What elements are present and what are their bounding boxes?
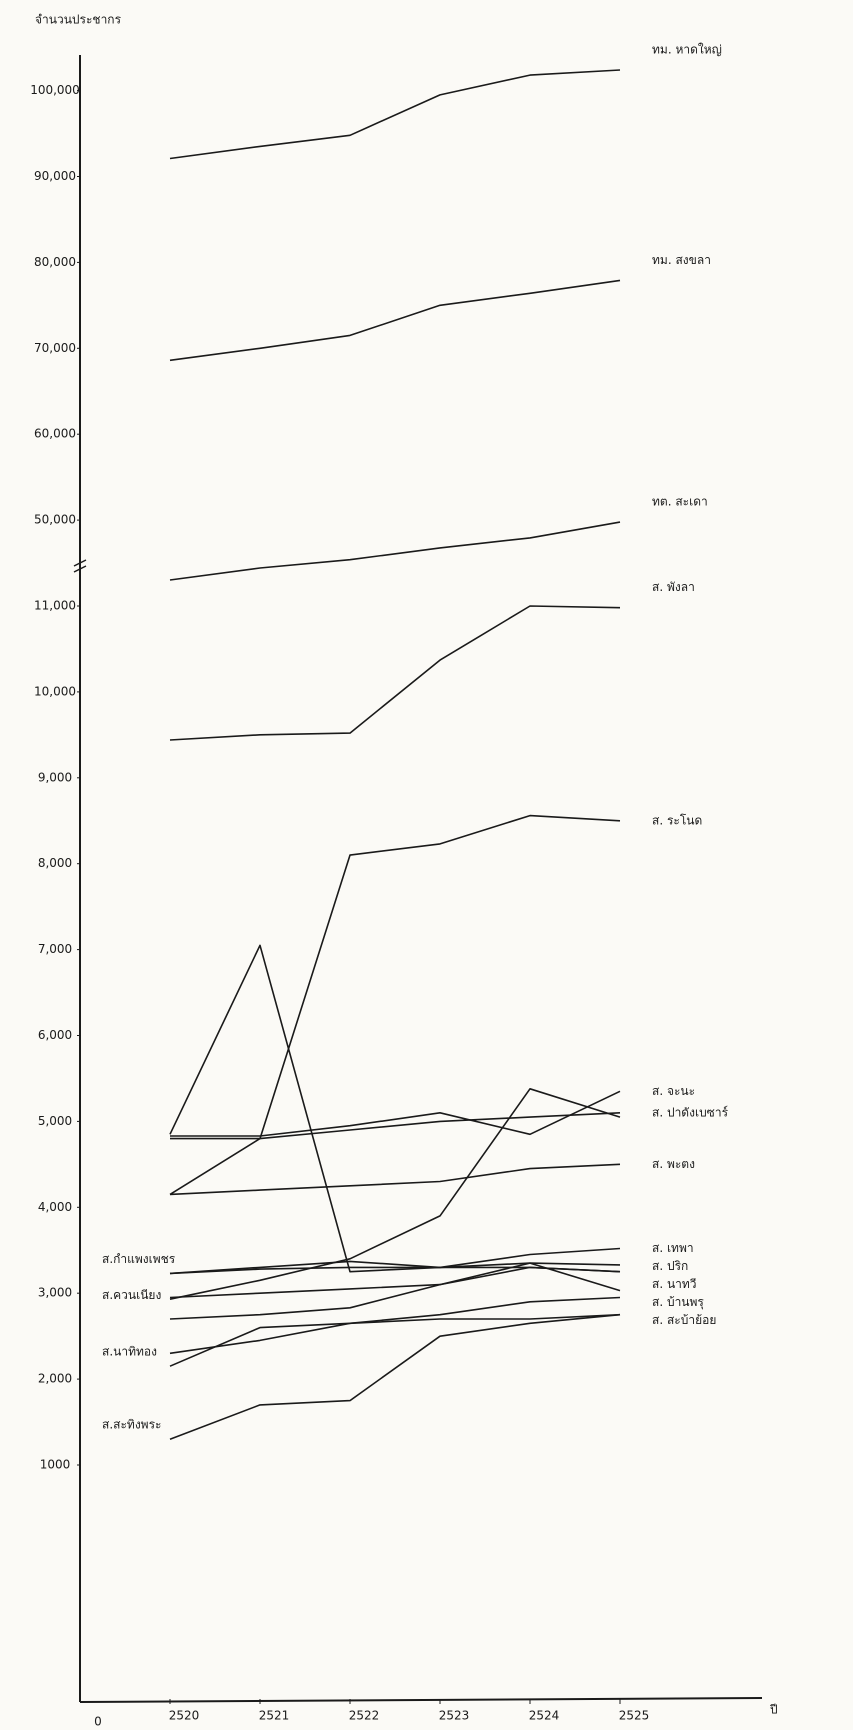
legend-label: ส. ปริก: [652, 1259, 688, 1273]
y-tick-label: 11,000: [34, 599, 76, 613]
x-tick-label: 2525: [619, 1709, 650, 1723]
y-tick-label: 5,000: [38, 1114, 72, 1128]
y-tick-label: 7,000: [38, 942, 72, 956]
y-tick-label: 50,000: [34, 513, 76, 527]
series-line: [169, 814, 621, 1196]
y-tick-label: 100,000: [30, 83, 80, 97]
series-line: [169, 1163, 621, 1196]
y-tick-label: 80,000: [34, 255, 76, 269]
series-line: [169, 944, 621, 1273]
y-axis-title: จำนวนประชากร: [35, 13, 122, 27]
series-line: [169, 521, 621, 581]
legend-label: ส. เทพา: [652, 1241, 694, 1255]
legend-label: ส.ควนเนียง: [102, 1288, 161, 1302]
legend-label: ส. จะนะ: [652, 1084, 695, 1098]
x-tick-label: 2523: [439, 1709, 470, 1723]
x-tick-label: 2524: [529, 1709, 560, 1723]
legend-label: ส.สะทิงพระ: [102, 1418, 161, 1432]
axis-break: [73, 559, 87, 573]
series-line: [170, 1090, 621, 1137]
legend-label: ส. บ้านพรุ: [652, 1295, 704, 1310]
y-tick-label: 1000: [40, 1458, 71, 1472]
legend-label: ทม. หาดใหญ่: [652, 42, 722, 56]
y-tick-label: 4,000: [38, 1200, 72, 1214]
x-tick-label: 2522: [349, 1709, 380, 1723]
series-line: [169, 605, 621, 741]
y-tick-label: 9,000: [38, 770, 72, 784]
series-line: [169, 1313, 621, 1355]
x-axis: [79, 1697, 763, 1703]
legend-label: ส. ปาดังเบซาร์: [652, 1105, 729, 1119]
y-tick-label: 8,000: [38, 856, 72, 870]
legend-label: ส. สะบ้าย้อย: [652, 1313, 716, 1327]
series-line: [169, 1313, 621, 1440]
series-line: [169, 69, 621, 160]
series-line: [169, 1260, 621, 1275]
y-tick-label: 2,000: [38, 1372, 72, 1386]
x-tick-label: 2521: [259, 1709, 290, 1723]
series-line: [169, 1266, 621, 1275]
legend-label: ทต. สะเดา: [652, 495, 708, 509]
y-tick-label: 6,000: [38, 1028, 72, 1042]
origin-label: 0: [94, 1715, 102, 1729]
legend-label: ส. พะตง: [652, 1157, 695, 1171]
series-line: [169, 1088, 621, 1300]
series-line: [170, 1112, 621, 1140]
legend-label: ส. พังลา: [652, 580, 695, 594]
y-tick-label: 90,000: [34, 169, 76, 183]
y-tick-label: 3,000: [38, 1286, 72, 1300]
legend-label: ส. ระโนด: [652, 813, 702, 827]
y-tick-label: 10,000: [34, 684, 76, 698]
y-tick-label: 70,000: [34, 341, 76, 355]
legend-label: ส.กำแพงเพชร: [102, 1252, 176, 1266]
y-tick-label: 60,000: [34, 427, 76, 441]
series-line: [169, 279, 621, 362]
x-axis-title: ปี: [769, 1703, 777, 1717]
series-line: [169, 1296, 621, 1367]
x-tick-label: 2520: [169, 1709, 200, 1723]
legend-label: ทม. สงขลา: [652, 253, 711, 267]
legend-label: ส.นาทิทอง: [102, 1345, 157, 1359]
legend-label: ส. นาทวี: [652, 1277, 697, 1291]
